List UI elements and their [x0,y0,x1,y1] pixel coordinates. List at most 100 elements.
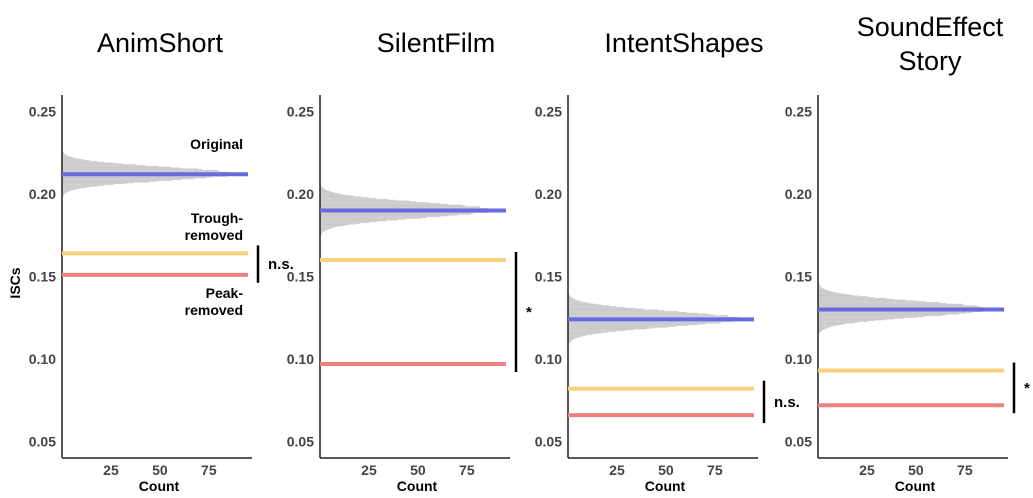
histogram-bin [568,309,659,311]
histogram-bin [818,295,859,297]
histogram-bin [568,337,577,339]
histogram-bin [62,177,207,179]
x-axis-label: Count [139,478,180,494]
histogram-bin [320,197,370,199]
histogram-bin [320,199,396,201]
histogram-bin [320,195,354,197]
histogram-bin [568,300,580,302]
histogram-bin [568,298,575,300]
histogram-bin [818,291,833,293]
histogram-bin [320,230,326,232]
histogram-bin [818,298,894,300]
histogram-bin [320,221,378,223]
histogram-bin [568,316,739,318]
y-axis-label: ISCs [7,267,23,298]
histogram-bin [62,179,182,180]
histogram-bin [568,341,571,343]
y-tick-label: 0.20 [29,186,56,202]
histogram-bin [568,335,587,336]
histogram-bin [320,227,332,229]
histogram-bin [568,316,728,317]
histogram-bin [568,315,729,317]
histogram-bin [818,305,976,307]
histogram-bin [568,307,626,308]
histogram-bin [818,306,980,308]
y-tick-label: 0.10 [287,351,314,367]
histogram-bin [818,302,946,304]
histogram-bin [62,166,172,168]
histogram-bin [320,194,349,196]
histogram-bin [818,297,875,298]
histogram-bin [568,308,644,310]
histogram-bin [568,323,706,325]
histogram-bin [62,180,157,182]
histogram-bin [320,231,323,233]
histogram-bin [818,319,885,321]
histogram-bin [568,310,665,312]
histogram-bin [320,202,430,204]
histogram-bin [818,313,959,315]
histogram-bin [320,217,422,219]
histogram-bin [818,327,827,329]
histogram-bin [818,315,942,317]
histogram-bin [818,312,966,314]
histogram-bin [818,292,837,293]
histogram-bin [818,303,963,305]
histogram-bin [568,295,571,297]
x-tick-label: 50 [658,462,674,478]
histogram-bin [320,204,463,206]
histogram-bin [62,160,91,161]
histogram-bin [818,288,825,290]
histogram-bin [818,296,868,298]
histogram-bin [568,333,596,335]
histogram-bin [320,198,389,200]
x-tick-label: 50 [908,462,924,478]
histogram-bin [320,217,427,218]
histogram-bin [62,169,203,171]
histogram-bin [568,326,676,327]
y-tick-label: 0.15 [287,269,314,285]
histogram-bin [818,304,964,306]
histogram-bin [320,214,459,216]
histogram-bin [818,307,984,308]
histogram-bin [818,323,846,325]
histogram-bin [320,226,339,227]
y-tick-label: 0.25 [29,104,56,120]
histogram-bin [818,301,926,303]
histogram-bin [320,224,348,226]
histogram-bin [62,176,213,178]
x-tick-label: 25 [361,462,377,478]
panels: AnimShort 0.05 0.10 0.15 0.20 0.25 25 50 75 Count… [29,12,1030,494]
histogram-bin [320,222,361,224]
histogram-bin [320,186,323,188]
histogram-bin [568,297,574,299]
histogram-bin [62,189,73,191]
histogram-bin [818,286,822,288]
histogram-bin [320,187,324,189]
histogram-bin [568,302,587,303]
histogram-bin [320,185,322,187]
histogram-bin [568,311,687,313]
histogram-bin [62,155,68,157]
significance-label: n.s. [774,394,800,411]
histogram-bin [818,300,916,302]
histogram-bin [62,153,65,155]
histogram-bin [62,164,137,166]
histogram-bin [320,201,417,203]
histogram-bin [62,162,116,164]
x-tick-label: 75 [707,462,723,478]
histogram-bin [568,305,610,307]
histogram-bin [818,311,973,313]
histogram-bin [568,307,636,309]
histogram-bin [818,329,824,331]
x-tick-label: 25 [859,462,875,478]
histogram-bin [818,325,837,326]
histogram-bin [568,336,580,338]
histogram-bin [818,314,946,316]
histogram-bin [568,306,617,308]
histogram-bin [568,311,679,312]
histogram-bin [568,327,654,329]
histogram-bin [568,299,578,301]
histogram-bin [568,332,603,334]
y-tick-label: 0.25 [535,104,562,120]
